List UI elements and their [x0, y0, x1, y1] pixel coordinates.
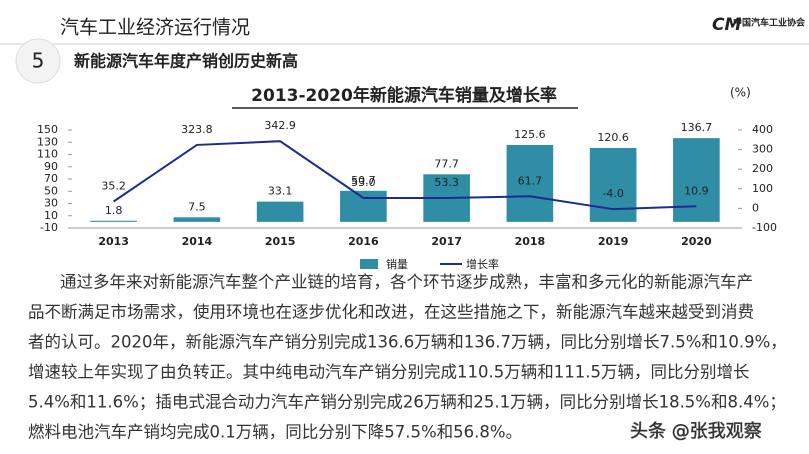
line-label: 342.9: [264, 119, 296, 132]
y2-tick-label: 200: [752, 162, 773, 175]
bar-label: 125.6: [514, 128, 546, 141]
legend-label: 增长率: [466, 257, 499, 271]
section-badge: [15, 38, 61, 84]
line-label: 35.2: [101, 180, 126, 193]
y-tick-label: 70: [44, 172, 58, 185]
paragraph-line: 者的认可。2020年，新能源汽车产销分别完成136.6万辆和136.7万辆，同比…: [28, 333, 787, 352]
paragraph-line: 5.4%和11.6%；插电式混合动力汽车产销分别完成26万辆和25.1万辆，同比…: [28, 393, 786, 412]
bar-label: 50.7: [351, 174, 376, 187]
y-tick-label: 110: [37, 148, 58, 161]
y-tick-label: 30: [44, 197, 58, 210]
bar-label: 77.7: [434, 157, 459, 170]
line-label: 61.7: [518, 174, 543, 187]
paragraph: 通过多年来对新能源汽车整个产业链的培育，各个环节逐步成熟，丰富和多元化的新能源汽…: [28, 273, 787, 442]
bar-label: 7.5: [188, 200, 206, 213]
header-title: 汽车工业经济运行情况: [60, 17, 250, 39]
bar: [173, 217, 221, 222]
legend-swatch: [360, 259, 378, 269]
y2-tick-label: 400: [752, 123, 773, 136]
logo-text: 中国汽车工业协会: [733, 17, 806, 29]
y-tick-label: 150: [37, 123, 58, 136]
paragraph-line: 品不断满足市场需求，使用环境也在逐步优化和改进，在这些措施之下，新能源汽车越来越…: [28, 303, 754, 322]
bar: [673, 138, 720, 222]
x-tick-label: 2017: [431, 235, 462, 248]
y2-tick-label: -100: [752, 221, 777, 234]
watermark: 头条 @张我观察: [630, 421, 762, 442]
line-label: 53.3: [434, 176, 459, 189]
line-label: -4.0: [602, 187, 623, 200]
section-title: 新能源汽车年度产销创历史新高: [74, 52, 298, 71]
bar: [256, 201, 304, 222]
y2-tick-label: 0: [752, 201, 759, 214]
bar-label: 1.8: [105, 204, 123, 217]
x-tick-label: 2014: [182, 235, 213, 248]
line-label: 10.9: [684, 184, 709, 197]
bar-label: 136.7: [681, 121, 713, 134]
line: [113, 140, 697, 211]
bar: [340, 190, 387, 222]
y-tick-label: 90: [44, 160, 58, 173]
x-tick-label: 2019: [598, 235, 629, 248]
y-tick-label: -10: [40, 221, 58, 234]
section-number: 5: [32, 49, 45, 73]
chart-title: 2013-2020年新能源汽车销量及增长率: [251, 85, 557, 106]
x-tick-label: 2020: [681, 235, 712, 248]
bar-label: 120.6: [597, 131, 629, 144]
bar: [90, 220, 137, 222]
bar: [506, 144, 554, 222]
x-tick-label: 2016: [348, 235, 379, 248]
paragraph-line: 增速较上年实现了由负转正。其中纯电动汽车产销分别完成110.5万辆和111.5万…: [28, 363, 749, 382]
y-tick-label: 50: [44, 184, 58, 197]
line-label: 323.8: [181, 123, 213, 136]
unit-annotation: (%): [730, 86, 751, 100]
bar: [589, 148, 637, 222]
y-tick-label: 10: [44, 209, 58, 222]
paragraph-line: 燃料电池汽车产销均完成0.1万辆，同比分别下降57.5%和56.8%。: [28, 423, 522, 442]
legend-label: 销量: [386, 257, 408, 271]
line-label: 53.0: [351, 176, 376, 189]
x-tick-label: 2015: [265, 235, 296, 248]
x-tick-label: 2018: [515, 235, 546, 248]
y2-tick-label: 300: [752, 143, 773, 156]
paragraph-line: 通过多年来对新能源汽车整个产业链的培育，各个环节逐步成熟，丰富和多元化的新能源汽…: [60, 273, 753, 292]
bar-label: 33.1: [268, 185, 293, 198]
y2-tick-label: 100: [752, 182, 773, 195]
y-tick-label: 130: [37, 135, 58, 148]
logo-mark: CM: [712, 15, 741, 35]
x-tick-label: 2013: [98, 235, 129, 248]
